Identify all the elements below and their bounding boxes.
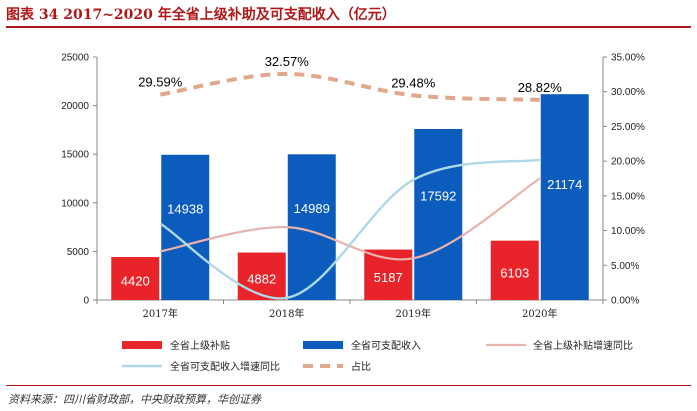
source-note: 资料来源：四川省财政部，中央财政预算，华创证券: [8, 393, 261, 406]
share-label: 32.57%: [265, 54, 310, 69]
bar-income-label: 17592: [420, 189, 456, 204]
bar-disposable-income: [414, 129, 463, 300]
y-left-tick-label: 0: [83, 296, 89, 307]
line-income-growth: [159, 158, 540, 300]
title-rule: [6, 26, 691, 28]
bar-subsidy-label: 5187: [374, 270, 403, 285]
y-left-tick-label: 5000: [67, 247, 90, 258]
y-right-tick-label: 15.00%: [611, 191, 645, 202]
legend-label-share: 占比: [351, 360, 371, 373]
y-left-tick-label: 25000: [61, 53, 89, 64]
y-right-tick-label: 30.00%: [611, 87, 645, 98]
bar-subsidy: [111, 257, 160, 300]
y-right-tick-label: 25.00%: [611, 122, 645, 133]
chart-title: 图表 34 2017~2020 年全省上级补助及可支配收入（亿元）: [6, 7, 396, 23]
legend-label-income: 全省可支配收入: [351, 339, 421, 352]
y-right-tick-label: 5.00%: [611, 261, 639, 272]
share-label: 29.48%: [391, 75, 436, 90]
bar-subsidy-label: 6103: [500, 265, 529, 280]
y-right-tick-label: 20.00%: [611, 157, 645, 168]
y-left-tick-label: 15000: [61, 150, 89, 161]
bar-disposable-income: [540, 94, 589, 300]
legend-label-income-growth: 全省可支配收入增速同比: [170, 360, 280, 373]
y-right-tick-label: 35.00%: [611, 53, 645, 64]
legend-label-subsidy: 全省上级补贴: [170, 339, 230, 352]
bar-subsidy-label: 4420: [121, 274, 150, 289]
line-subsidy-growth: [160, 177, 541, 261]
legend-swatch-subsidy: [122, 341, 162, 349]
y-right-tick-label: 10.00%: [611, 226, 645, 237]
bar-disposable-income: [161, 154, 210, 300]
bar-subsidy: [490, 240, 539, 300]
y-left-tick-label: 20000: [61, 101, 89, 112]
bar-income-label: 21174: [547, 177, 582, 192]
bar-income-label: 14989: [294, 201, 330, 216]
legend-label-subsidy-growth: 全省上级补贴增速同比: [533, 339, 633, 352]
y-left-tick-label: 10000: [61, 198, 89, 209]
legend-swatch-income: [303, 341, 343, 349]
source-rule: [6, 385, 691, 386]
bar-income-label: 14938: [167, 201, 203, 216]
bar-subsidy: [237, 252, 286, 300]
y-right-tick-label: 0.00%: [611, 296, 639, 307]
x-tick-label: 2019年: [396, 307, 431, 320]
x-tick-label: 2018年: [269, 307, 304, 320]
x-tick-label: 2017年: [143, 307, 178, 320]
share-label: 29.59%: [138, 75, 183, 90]
x-tick-label: 2020年: [522, 307, 557, 320]
share-label: 28.82%: [518, 80, 563, 95]
line-share: [159, 71, 540, 102]
bar-subsidy-label: 4882: [247, 271, 276, 286]
